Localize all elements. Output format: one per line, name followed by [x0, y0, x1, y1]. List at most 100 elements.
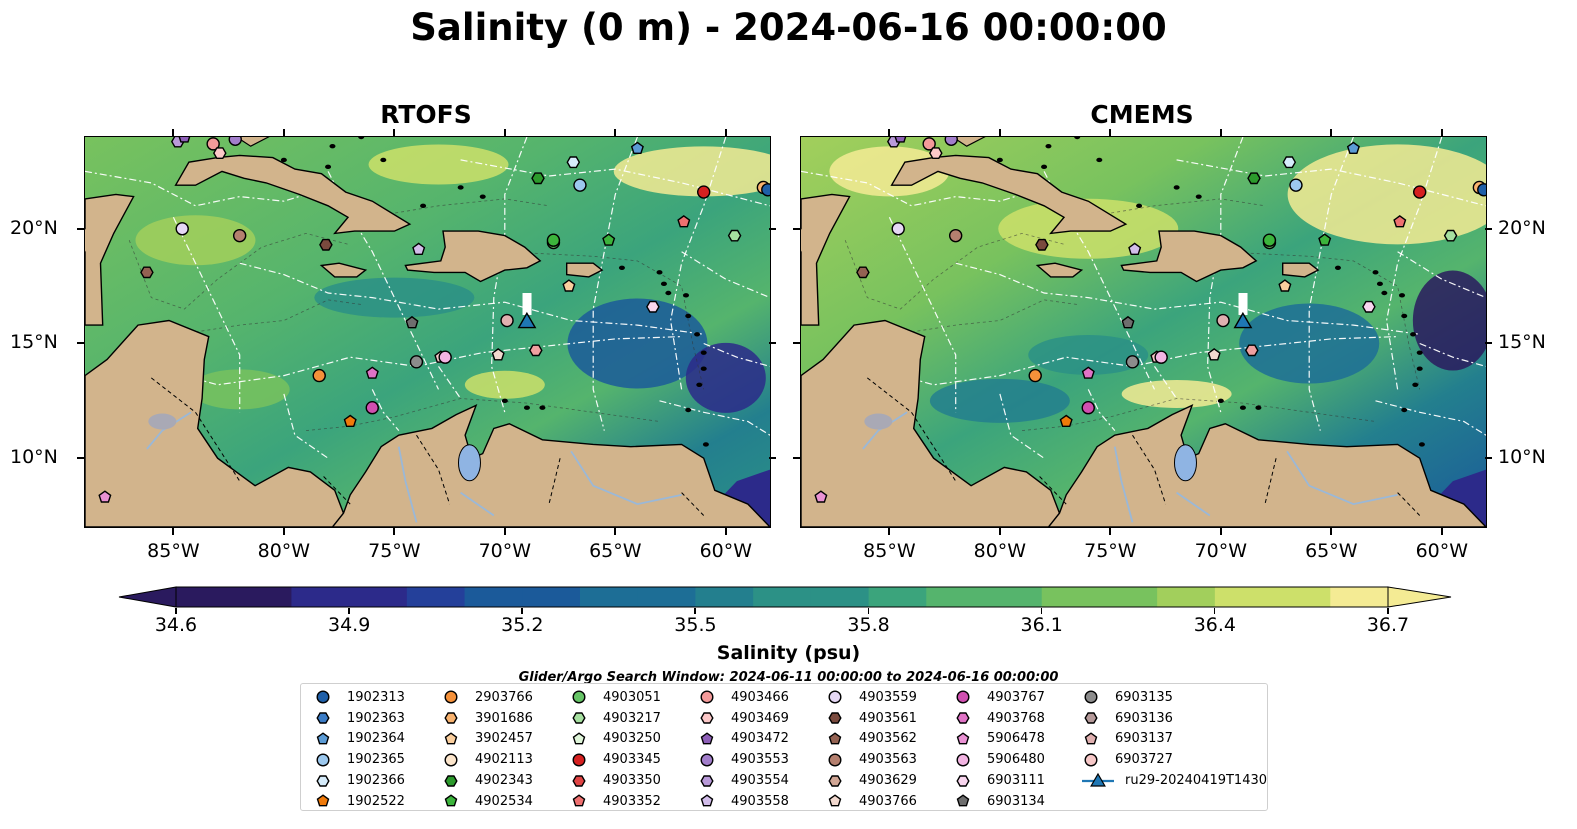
legend-column: 4903767 4903768 5906478 5906480 6903111 69031… [953, 687, 1045, 812]
small-island [683, 293, 690, 298]
colorbar-segment [233, 587, 292, 607]
legend-marker [444, 794, 458, 807]
float-marker [1121, 315, 1135, 329]
boundary-line [1154, 366, 1178, 399]
glider-marker [1233, 311, 1253, 329]
float-marker [1035, 238, 1049, 251]
small-island [1255, 405, 1262, 410]
x-tick-mark [393, 129, 396, 136]
legend-item: 4903553 [697, 749, 789, 770]
legend-label: 6903111 [987, 773, 1045, 789]
float-marker [1081, 366, 1095, 379]
legend-label: 1902366 [347, 773, 405, 789]
y-tick-mark [793, 342, 800, 345]
legend-marker-icon [572, 753, 586, 767]
small-island [1401, 313, 1408, 319]
legend-marker [956, 794, 970, 807]
legend-marker-icon [700, 753, 714, 767]
x-tick-mark [888, 129, 891, 136]
small-island [479, 194, 486, 199]
legend-marker-icon [828, 794, 842, 807]
small-island [1372, 270, 1379, 275]
small-island [280, 157, 287, 163]
float-marker [98, 490, 112, 503]
x-tick-label: 85°W [863, 540, 916, 562]
legend-label: 6903137 [1115, 731, 1173, 747]
country-border [150, 377, 241, 482]
legend-item: 5906478 [953, 729, 1045, 750]
legend-marker-icon [1084, 753, 1098, 767]
legend-marker-icon [700, 712, 714, 724]
float-marker [409, 355, 424, 369]
colorbar-tick-label: 34.9 [327, 614, 371, 636]
legend-item: 4903563 [825, 749, 917, 770]
legend-marker [828, 732, 842, 745]
colorbar-segment [926, 587, 985, 607]
small-island [1239, 405, 1246, 410]
small-island [618, 265, 625, 270]
legend-item: 4903629 [825, 770, 917, 791]
land-central-america [801, 319, 1061, 527]
legend-marker-icon [572, 774, 586, 787]
colorbar-tick-mark [1040, 608, 1043, 614]
legend-label: 4903558 [731, 793, 789, 809]
salinity-patch [135, 215, 256, 266]
small-island [523, 405, 530, 410]
float-marker [343, 414, 357, 427]
legend-item: 4903559 [825, 687, 917, 708]
float-marker [1413, 185, 1427, 199]
bathymetry-contour [504, 251, 705, 390]
legend-label: 3901686 [475, 710, 533, 726]
legend-label: 2903766 [475, 689, 533, 705]
colorbar-tick-mark [1213, 608, 1216, 614]
boundary-line [172, 217, 241, 413]
colorbar-segment [695, 587, 754, 607]
x-tick-mark [614, 528, 617, 535]
colorbar-segment [1272, 587, 1331, 607]
river [570, 450, 682, 506]
legend-marker-icon [956, 690, 970, 704]
legend-marker-icon [572, 732, 586, 745]
colorbar-segment [984, 587, 1043, 607]
legend-marker-icon [828, 732, 842, 745]
legend-marker-icon [956, 712, 970, 724]
float-marker [697, 185, 711, 199]
legend-label: 4903553 [731, 752, 789, 768]
legend-marker [700, 690, 714, 704]
salinity-patch [1412, 270, 1486, 371]
land-south-america [1047, 404, 1486, 527]
float-marker [1247, 172, 1261, 185]
x-tick-mark [998, 129, 1001, 136]
y-tick-mark [793, 457, 800, 460]
land-yucatan [801, 193, 851, 326]
x-tick-label: 80°W [973, 540, 1027, 562]
river [146, 411, 192, 450]
legend-marker [572, 712, 586, 724]
legend-marker [316, 690, 330, 704]
float-marker [1154, 350, 1168, 364]
legend-label: 4903345 [603, 752, 661, 768]
small-island [700, 350, 707, 355]
legend-item: 4903561 [825, 708, 917, 729]
float-marker [944, 137, 958, 146]
x-tick-mark [998, 528, 1001, 535]
x-tick-label: 70°W [1194, 540, 1248, 562]
map-canvas-rtofs [85, 137, 770, 527]
salinity-patch [1121, 379, 1232, 408]
small-island [325, 164, 332, 170]
boundary-line [703, 342, 770, 367]
legend-label: 4903466 [731, 689, 789, 705]
lake-maracaibo [457, 444, 481, 482]
legend-label: 6903727 [1115, 752, 1173, 768]
salinity-patch [685, 342, 766, 413]
small-island [1376, 281, 1383, 287]
country-border [323, 476, 351, 505]
small-island [1412, 382, 1419, 387]
colorbar-extend-high [1387, 586, 1452, 608]
x-tick-mark [503, 129, 506, 136]
legend-label: 5906478 [987, 731, 1045, 747]
y-tick-label-right: 15°N [1498, 331, 1546, 354]
legend-marker-icon [956, 732, 970, 745]
x-tick-label: 60°W [1415, 540, 1469, 562]
x-tick-mark [1219, 528, 1222, 535]
